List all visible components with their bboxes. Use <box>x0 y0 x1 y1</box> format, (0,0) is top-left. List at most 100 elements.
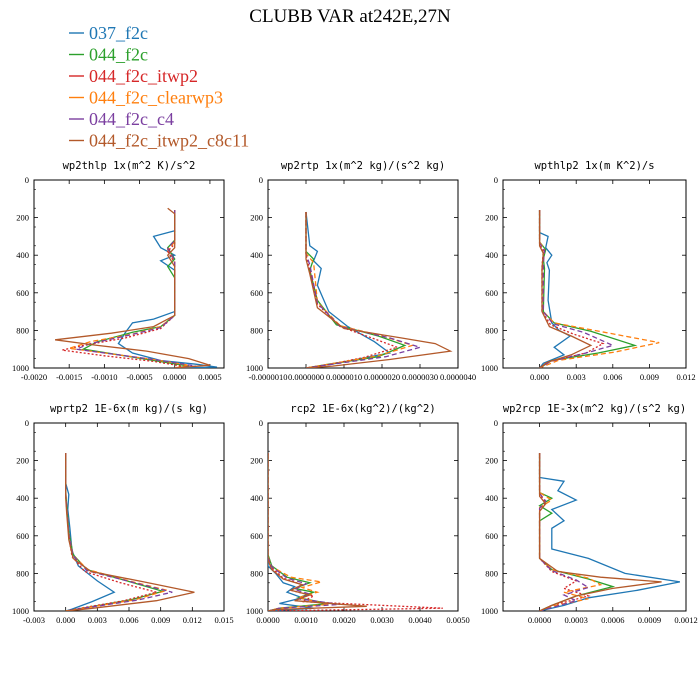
x-tick-label: 0.0005 <box>198 372 221 382</box>
y-tick-label: 800 <box>485 568 498 578</box>
y-tick-label: 400 <box>16 493 29 503</box>
y-tick-label: 200 <box>16 456 29 466</box>
series-line <box>305 211 392 368</box>
series-line <box>305 212 400 368</box>
series-line <box>81 210 189 368</box>
legend-label: 044_f2c <box>89 45 148 65</box>
x-tick-label: 0.009 <box>640 372 659 382</box>
x-tick-label: 0.000 <box>56 615 75 625</box>
x-tick-label: -0.0010 <box>91 372 117 382</box>
y-tick-label: 1000 <box>246 363 263 373</box>
y-tick-label: 0 <box>259 418 263 428</box>
y-tick-label: 400 <box>16 250 29 260</box>
x-tick-label: 0.0000000 <box>288 372 324 382</box>
series-line <box>305 212 407 368</box>
x-tick-label: 0.0010 <box>294 615 317 625</box>
y-tick-label: 400 <box>485 493 498 503</box>
panels: wp2thlp 1x(m^2 K)/s^202004006008001000-0… <box>12 160 698 625</box>
plot-frame <box>502 422 687 612</box>
series-line <box>538 210 572 368</box>
x-tick-label: 0.0003 <box>565 615 588 625</box>
series-line <box>65 453 195 611</box>
y-tick-label: 800 <box>485 325 498 335</box>
y-tick-label: 200 <box>485 456 498 466</box>
series-line <box>268 453 329 611</box>
x-tick-label: 0.015 <box>214 615 233 625</box>
y-tick-label: 600 <box>485 531 498 541</box>
x-tick-label: 0.0020 <box>332 615 355 625</box>
series-line <box>538 210 593 368</box>
x-tick-label: -0.0000010 <box>249 372 288 382</box>
legend-label: 044_f2c_itwp2_c8c11 <box>89 131 249 151</box>
plot-frame <box>33 179 225 369</box>
x-tick-label: 0.0012 <box>674 615 697 625</box>
y-tick-label: 800 <box>16 568 29 578</box>
series-line <box>538 453 681 611</box>
y-tick-label: 200 <box>16 213 29 223</box>
x-tick-label: 0.0009 <box>638 615 661 625</box>
x-tick-label: 0.000 <box>530 372 549 382</box>
x-tick-label: 0.0030 <box>370 615 393 625</box>
series-line <box>73 210 197 368</box>
y-tick-label: 1000 <box>12 363 29 373</box>
y-tick-label: 200 <box>485 213 498 223</box>
y-tick-label: 200 <box>250 456 263 466</box>
panel-title: wp2rcp 1E-3x(m^2 kg)/(s^2 kg) <box>503 403 686 415</box>
legend-label: 037_f2c <box>89 23 148 43</box>
x-tick-label: 0.0000010 <box>326 372 362 382</box>
legend-label: 044_f2c_clearwp3 <box>89 88 223 108</box>
series-line <box>305 212 453 368</box>
chart-panel: wprtp2 1E-6x(m kg)/(s kg) 0 200 400 600 800 10… <box>12 403 234 625</box>
panel-title: wpthlp2 1x(m K^2)/s <box>534 160 654 172</box>
series-line <box>538 453 591 611</box>
series-line <box>538 453 662 611</box>
legend-label: 044_f2c_itwp2 <box>89 66 198 86</box>
x-tick-label: 0.012 <box>183 615 202 625</box>
y-tick-label: 800 <box>250 568 263 578</box>
series-line <box>538 210 660 368</box>
y-tick-label: 1000 <box>481 606 498 616</box>
series-line <box>117 210 218 368</box>
y-tick-label: 600 <box>250 531 263 541</box>
x-tick-label: -0.0005 <box>126 372 152 382</box>
y-tick-label: 600 <box>16 288 29 298</box>
chart-panel: wp2rcp 1E-3x(m^2 kg)/(s^2 kg) 0 200 400 600 8… <box>481 403 698 625</box>
x-tick-label: 0.006 <box>603 372 622 382</box>
y-tick-label: 0 <box>259 175 263 185</box>
panel-title: wprtp2 1E-6x(m kg)/(s kg) <box>50 403 208 415</box>
figure-title: CLUBB VAR at242E,27N <box>249 6 451 27</box>
chart-panel: rcp2 1E-6x(kg^2)/(kg^2) 0 200 400 600 800 1000… <box>246 403 470 625</box>
series-line <box>268 453 341 611</box>
y-tick-label: 400 <box>250 493 263 503</box>
y-tick-label: 600 <box>250 288 263 298</box>
y-tick-label: 400 <box>485 250 498 260</box>
x-tick-label: 0.0000 <box>256 615 279 625</box>
y-tick-label: 800 <box>250 325 263 335</box>
y-tick-label: 0 <box>494 175 498 185</box>
x-tick-label: 0.0040 <box>408 615 431 625</box>
chart-panel: wp2rtp 1x(m^2 kg)/(s^2 kg) 0 200 400 600 800 1… <box>246 160 476 382</box>
x-tick-label: 0.006 <box>119 615 138 625</box>
series-line <box>538 453 603 611</box>
series-line <box>65 453 170 611</box>
x-tick-label: 0.0000 <box>528 615 551 625</box>
series-line <box>268 453 314 611</box>
series-line <box>538 210 638 368</box>
y-tick-label: 600 <box>16 531 29 541</box>
series-line <box>61 210 182 368</box>
x-tick-label: 0.0000040 <box>440 372 476 382</box>
y-tick-label: 800 <box>16 325 29 335</box>
x-tick-label: 0.0000 <box>163 372 186 382</box>
series-line <box>538 453 616 611</box>
series-line <box>65 453 116 611</box>
x-tick-label: -0.003 <box>23 615 45 625</box>
x-tick-label: 0.0000020 <box>364 372 400 382</box>
y-tick-label: 0 <box>494 418 498 428</box>
series-line <box>305 212 415 368</box>
x-tick-label: -0.0020 <box>21 372 47 382</box>
x-tick-label: 0.0006 <box>601 615 624 625</box>
y-tick-label: 400 <box>250 250 263 260</box>
panel-title: rcp2 1E-6x(kg^2)/(kg^2) <box>290 403 435 415</box>
series-line <box>65 453 166 611</box>
